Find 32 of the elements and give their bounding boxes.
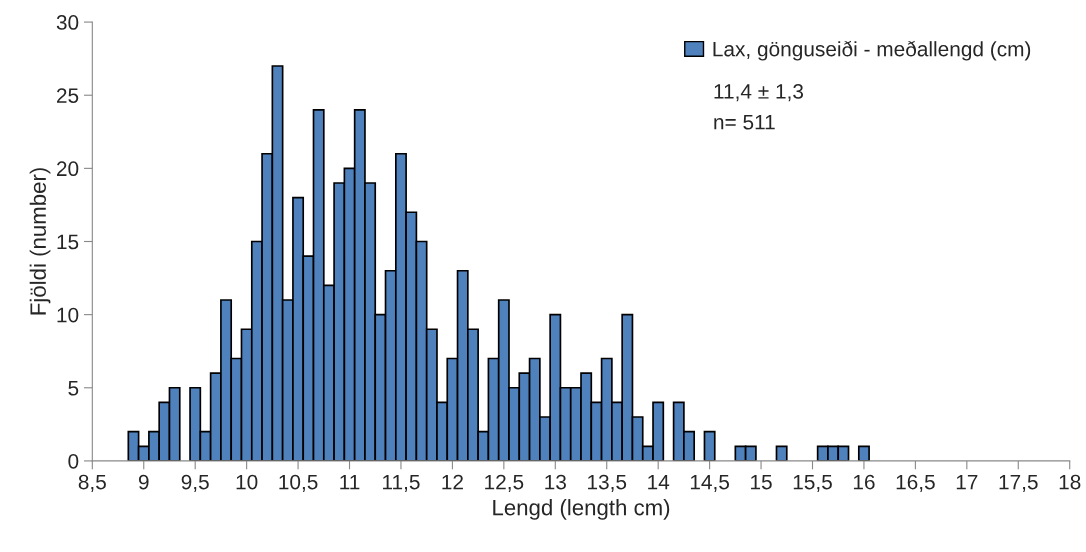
x-tick-label: 11 (340, 474, 360, 490)
legend-label: Lax, gönguseiði - meðallengd (cm) (713, 40, 1031, 61)
x-tick-label: 8,5 (78, 474, 106, 492)
x-tick-label: 12 (442, 474, 463, 490)
x-tick-label: 17,5 (999, 474, 1038, 492)
x-tick-label: 12,5 (485, 474, 524, 492)
x-tick-label: 15 (751, 474, 772, 490)
x-tick-label: 11,5 (383, 474, 420, 492)
x-tick-label: 14,5 (690, 474, 730, 492)
y-tick-label: 20 (56, 161, 79, 177)
y-tick-label: 0 (68, 453, 79, 469)
x-tick-label: 13 (545, 474, 566, 490)
annotation: n= 511 (714, 115, 775, 130)
y-tick-label: 25 (56, 88, 79, 103)
x-tick-label: 10,5 (279, 474, 318, 492)
x-tick-label: 18 (1059, 474, 1081, 490)
y-tick-label: 15 (57, 234, 79, 250)
annotation: 11,4 ± 1,3 (714, 84, 804, 102)
x-tick-label: 16 (853, 474, 875, 490)
x-tick-label: 10 (236, 474, 258, 490)
x-tick-label: 13,5 (588, 474, 627, 492)
x-tick-label: 9 (138, 474, 149, 490)
x-tick-label: 14 (648, 474, 670, 490)
y-tick-label: 10 (57, 307, 79, 323)
x-tick-label: 16,5 (896, 474, 935, 492)
x-axis-title: Lengd (length cm) (493, 499, 670, 520)
y-tick-label: 30 (56, 15, 79, 30)
y-tick-label: 5 (68, 381, 79, 396)
y-axis-title: Fjöldi (number) (29, 168, 51, 315)
x-tick-label: 17 (956, 474, 978, 490)
x-tick-label: 9,5 (181, 474, 209, 492)
x-tick-label: 15,5 (793, 474, 832, 492)
